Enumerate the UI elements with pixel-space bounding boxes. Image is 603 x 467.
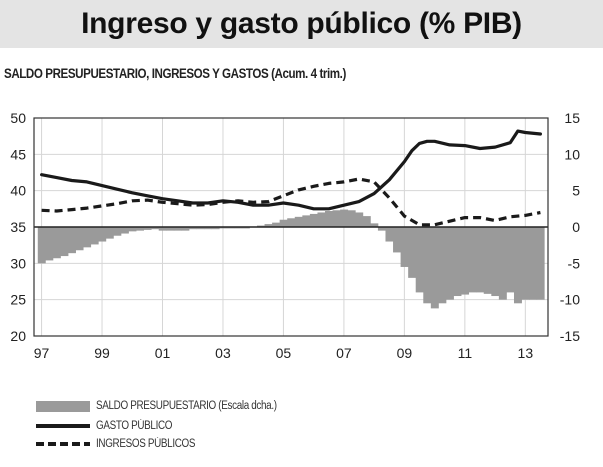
balance-bar [423, 227, 432, 304]
right-tick-label: -5 [568, 255, 581, 271]
balance-bar [309, 213, 318, 227]
gasto-line [40, 129, 542, 211]
x-tick-label: 03 [215, 345, 231, 361]
balance-bar [188, 227, 197, 230]
balance-bar [430, 227, 439, 309]
balance-bar [158, 227, 167, 231]
balance-bar [151, 227, 160, 230]
balance-bar [105, 227, 114, 239]
balance-bar [120, 227, 129, 234]
balance-bar [37, 227, 46, 264]
left-tick-label: 30 [10, 255, 26, 271]
x-tick-label: 97 [34, 345, 50, 361]
ingresos-line [41, 177, 541, 227]
x-tick-label: 05 [276, 345, 292, 361]
balance-bar [52, 227, 61, 259]
balance-bar [173, 227, 182, 231]
right-tick-label: 5 [572, 183, 580, 199]
title-bar: Ingreso y gasto público (% PIB) [0, 0, 603, 48]
balance-bar [136, 227, 145, 231]
balance-bar [483, 227, 492, 294]
balance-bar [377, 227, 386, 231]
balance-bar [113, 227, 122, 236]
legend-label-balance: SALDO PRESUPUESTARIO (Escala dcha.) [96, 400, 277, 412]
balance-bar [83, 227, 92, 248]
balance-bar [332, 210, 341, 227]
balance-bar [143, 227, 152, 230]
legend-label-gasto: GASTO PÚBLICO [96, 420, 173, 432]
balance-bar [211, 227, 220, 230]
left-tick-label: 35 [10, 219, 26, 235]
balance-bar [476, 227, 485, 293]
balance-bar [45, 227, 54, 261]
balance-bar [370, 223, 379, 227]
balance-bar [400, 227, 409, 267]
balance-bar [468, 227, 477, 293]
x-tick-label: 07 [336, 345, 352, 361]
chart-subtitle: SALDO PRESUPUESTARIO, INGRESOS Y GASTOS … [4, 66, 346, 81]
balance-bar [355, 212, 364, 227]
balance-bar [340, 209, 349, 227]
balance-bar [325, 211, 333, 227]
right-tick-label: 15 [564, 110, 580, 126]
legend-swatch-gasto [36, 424, 90, 428]
balance-bar [408, 227, 417, 278]
x-tick-label: 09 [397, 345, 413, 361]
balance-bar [166, 227, 175, 231]
chart-title: Ingreso y gasto público (% PIB) [81, 7, 522, 40]
balance-bar [461, 227, 470, 295]
balance-bar [362, 216, 371, 227]
balance-bar [60, 227, 69, 257]
balance-bar [196, 227, 205, 230]
balance-bar [294, 216, 303, 227]
left-tick-label: 20 [10, 328, 26, 344]
balance-bar [128, 227, 137, 232]
right-tick-label: 0 [572, 219, 580, 235]
balance-bar [317, 212, 326, 227]
balance-bar [204, 227, 213, 230]
balance-bar [272, 222, 281, 227]
balance-bar [68, 227, 76, 254]
x-tick-label: 11 [458, 345, 473, 361]
x-tick-label: 99 [94, 345, 110, 361]
balance-bar [75, 227, 84, 251]
balance-bar [264, 224, 273, 227]
x-tick-label: 13 [518, 345, 534, 361]
left-tick-label: 45 [10, 146, 26, 162]
balance-bar [279, 219, 288, 227]
balance-bar [181, 227, 190, 231]
balance-bar [445, 227, 454, 300]
balance-bar [498, 227, 507, 300]
balance-bar [513, 227, 522, 304]
balance-bar [90, 227, 99, 245]
balance-bar [536, 227, 545, 300]
left-tick-label: 25 [10, 292, 26, 308]
balance-bar [438, 227, 447, 304]
balance-bar [491, 227, 500, 297]
balance-bar [385, 227, 394, 242]
balance-bar [287, 218, 296, 227]
left-tick-label: 40 [10, 183, 26, 199]
balance-bar [302, 215, 311, 227]
legend-swatch-ingresos [36, 442, 90, 446]
balance-bar [521, 227, 530, 300]
balance-bar [506, 227, 515, 293]
left-tick-label: 50 [10, 110, 26, 126]
balance-bar [347, 210, 356, 227]
legend-swatch-balance [36, 401, 90, 412]
plot-frame [33, 117, 549, 337]
balance-bar [98, 227, 107, 242]
right-tick-label: 10 [564, 146, 580, 162]
balance-bar [453, 227, 462, 297]
legend-label-ingresos: INGRESOS PÚBLICOS [96, 438, 196, 450]
right-tick-label: -15 [560, 328, 580, 344]
balance-bar [529, 227, 538, 300]
right-tick-label: -10 [560, 292, 580, 308]
x-tick-label: 01 [155, 345, 171, 361]
balance-bar [393, 227, 402, 253]
balance-bar [415, 227, 424, 293]
